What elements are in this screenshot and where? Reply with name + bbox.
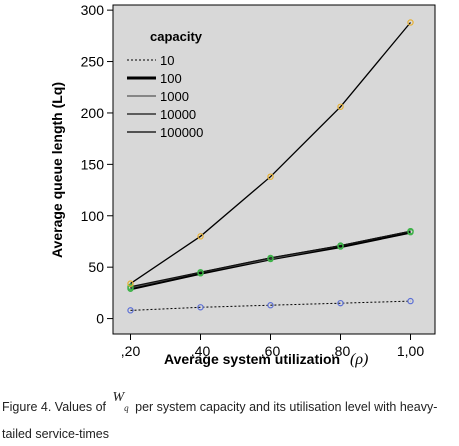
x-tick-label: ,80: [331, 343, 351, 359]
y-axis: 0 50 100 150 200 250 300: [81, 2, 113, 327]
y-tick-label: 100: [81, 208, 105, 224]
y-tick-label: 150: [81, 156, 105, 172]
series-layer: [127, 19, 414, 314]
data-point-10000: [197, 269, 204, 276]
y-tick-label: 200: [81, 105, 105, 121]
data-point-10: [407, 297, 414, 305]
legend-title: capacity: [150, 29, 203, 44]
data-point-10: [127, 307, 134, 314]
y-tick-label: 50: [88, 259, 104, 275]
legend-label-100: 100: [160, 71, 182, 86]
chart-figure: 0 50 100 150 200 250 300 ,20 ,40 ,60 ,80 1,00 capa…: [49, 2, 436, 368]
data-point-100000: [267, 173, 274, 180]
rho-symbol: (ρ): [350, 351, 368, 368]
y-tick-label: 300: [81, 2, 105, 18]
series-line-10: [130, 300, 411, 311]
y-tick-label: 0: [96, 311, 104, 327]
data-point-100000: [127, 280, 134, 287]
data-point-10000: [337, 242, 344, 249]
data-point-10: [197, 304, 204, 311]
x-tick-label: ,60: [261, 343, 281, 359]
x-tick-label: ,40: [191, 343, 211, 359]
data-point-100000: [407, 19, 414, 26]
x-tick-label: ,20: [121, 343, 141, 359]
data-point-10: [337, 299, 344, 307]
data-point-10000: [127, 283, 134, 290]
data-point-10000: [407, 227, 414, 235]
caption-prefix: Figure 4. Values of: [2, 400, 106, 414]
legend-label-100000: 100000: [160, 125, 203, 140]
y-axis-title: Average queue length (Lq): [49, 82, 65, 258]
legend-label-10: 10: [160, 53, 174, 68]
x-tick-label: 1,00: [397, 343, 424, 359]
y-tick-label: 250: [81, 54, 105, 70]
x-axis: ,20 ,40 ,60 ,80 1,00: [121, 334, 424, 359]
data-point-10000: [267, 254, 274, 262]
legend-label-1000: 1000: [160, 89, 189, 104]
x-axis-title-text: Average system utilization: [164, 351, 340, 367]
caption-suffix: per system capacity and its utilisation …: [2, 400, 438, 441]
series-line-100000: [130, 22, 412, 285]
wq-symbol: Wq: [112, 387, 128, 413]
x-axis-title: Average system utilization (ρ): [164, 351, 368, 368]
data-point-10: [267, 302, 274, 309]
data-point-100000: [337, 103, 344, 110]
data-point-100000: [197, 233, 204, 240]
wq-symbol-letter: W: [112, 390, 125, 405]
figure-caption: Figure 4. Values of Wq per system capaci…: [2, 390, 457, 445]
wq-subscript: q: [124, 402, 129, 413]
legend: capacity 10 100 1000 10000 100000: [127, 29, 203, 140]
legend-label-10000: 10000: [160, 107, 196, 122]
series-line-10000: [130, 230, 411, 288]
